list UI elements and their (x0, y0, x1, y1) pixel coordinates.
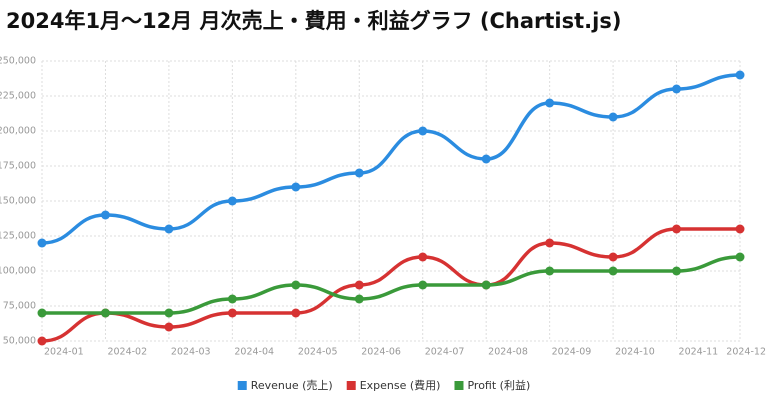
data-point (545, 266, 555, 276)
data-point (227, 196, 237, 206)
data-point (545, 238, 555, 248)
data-point (608, 252, 618, 262)
data-point (735, 224, 745, 234)
data-point (418, 126, 428, 136)
data-point (164, 308, 174, 318)
y-tick-label: 50,000 (3, 336, 36, 347)
y-tick-label: 200,000 (0, 126, 36, 137)
legend-label: Expense (費用) (360, 378, 441, 392)
data-point (672, 84, 682, 94)
data-point (418, 252, 428, 262)
series-line (42, 255, 741, 315)
y-tick-label: 125,000 (0, 231, 36, 242)
data-point (418, 280, 428, 290)
x-tick-label: 2024-07 (425, 347, 465, 358)
legend-swatch (454, 381, 464, 390)
data-point (291, 182, 301, 192)
legend-label: Profit (利益) (467, 378, 530, 392)
data-point (481, 154, 491, 164)
legend-swatch (346, 381, 356, 390)
x-tick-label: 2024-12 (726, 347, 766, 358)
data-point (37, 308, 47, 318)
series-line (41, 73, 741, 245)
legend-label: Revenue (売上) (251, 379, 333, 392)
data-point (354, 294, 364, 304)
data-point (164, 322, 174, 332)
data-point (37, 238, 47, 248)
chart-title: 2024年1月〜12月 月次売上・費用・利益グラフ (Chartist.js) (6, 9, 621, 33)
y-tick-label: 175,000 (0, 161, 36, 172)
x-tick-label: 2024-06 (361, 347, 401, 358)
y-tick-label: 250,000 (0, 56, 36, 67)
data-point (164, 224, 174, 234)
x-tick-label: 2024-11 (679, 347, 719, 358)
data-point (100, 308, 110, 318)
data-point (672, 224, 682, 234)
data-point (608, 112, 618, 122)
x-tick-label: 2024-02 (107, 347, 147, 358)
x-tick-label: 2024-09 (552, 347, 592, 358)
series-line (41, 227, 740, 343)
data-point (608, 266, 618, 276)
data-point (100, 210, 110, 220)
data-point (227, 308, 237, 318)
data-point (672, 266, 682, 276)
data-point (481, 280, 491, 290)
data-point (37, 336, 47, 346)
x-tick-label: 2024-08 (488, 347, 528, 358)
data-point (545, 98, 555, 108)
x-tick-label: 2024-10 (615, 347, 655, 358)
x-tick-label: 2024-05 (298, 347, 338, 358)
legend-swatch (237, 381, 247, 390)
x-tick-label: 2024-01 (44, 347, 84, 358)
data-point (354, 168, 364, 178)
x-tick-label: 2024-03 (171, 347, 211, 358)
data-point (735, 252, 745, 262)
y-tick-label: 75,000 (3, 301, 36, 312)
data-point (291, 280, 301, 290)
legend: Revenue (売上) Expense (費用) Profit (利益) (237, 378, 530, 392)
data-point (735, 70, 745, 80)
x-tick-label: 2024-04 (234, 347, 274, 358)
data-point (291, 308, 301, 318)
y-tick-label: 150,000 (0, 196, 36, 207)
y-tick-label: 100,000 (0, 266, 36, 277)
data-point (354, 280, 364, 290)
y-tick-label: 225,000 (0, 91, 36, 102)
data-point (227, 294, 237, 304)
